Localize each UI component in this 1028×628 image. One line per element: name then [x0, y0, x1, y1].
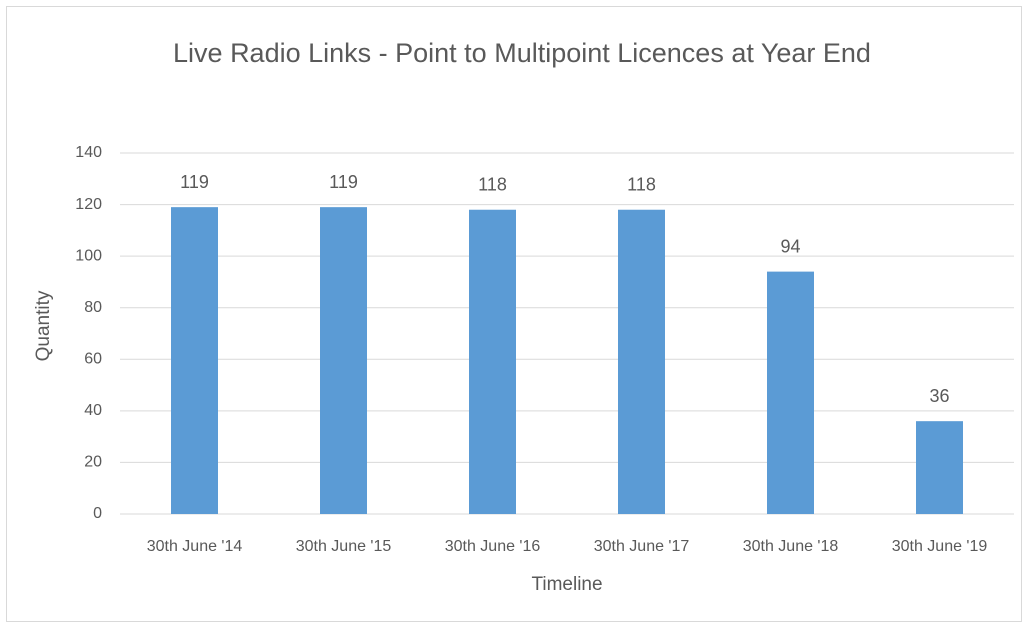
x-tick-label: 30th June '19	[892, 538, 988, 555]
bar	[618, 209, 665, 514]
x-tick-label: 30th June '17	[594, 538, 690, 555]
y-axis-label: Quantity	[33, 290, 54, 361]
data-label: 118	[627, 174, 656, 194]
x-tick-label: 30th June '14	[147, 538, 243, 555]
x-tick-label: 30th June '16	[445, 538, 541, 555]
bar	[916, 421, 963, 514]
data-label: 36	[929, 386, 949, 406]
x-axis-label: Timeline	[531, 574, 602, 595]
data-label: 119	[329, 172, 358, 192]
bar	[767, 271, 814, 514]
y-tick-label: 100	[75, 247, 102, 264]
y-tick-label: 20	[84, 454, 102, 471]
y-tick-label: 40	[84, 402, 102, 419]
chart-title: Live Radio Links - Point to Multipoint L…	[173, 38, 871, 68]
data-label: 118	[478, 174, 507, 194]
y-tick-label: 80	[84, 299, 102, 316]
y-tick-label: 0	[93, 505, 102, 522]
x-tick-label: 30th June '15	[296, 538, 392, 555]
y-tick-label: 120	[75, 196, 102, 213]
data-label: 119	[180, 172, 209, 192]
bar	[171, 207, 218, 514]
y-tick-label: 140	[75, 144, 102, 161]
y-tick-label: 60	[84, 351, 102, 368]
data-label: 94	[780, 236, 800, 256]
bar	[320, 207, 367, 514]
x-tick-label: 30th June '18	[743, 538, 839, 555]
bar	[469, 209, 516, 514]
